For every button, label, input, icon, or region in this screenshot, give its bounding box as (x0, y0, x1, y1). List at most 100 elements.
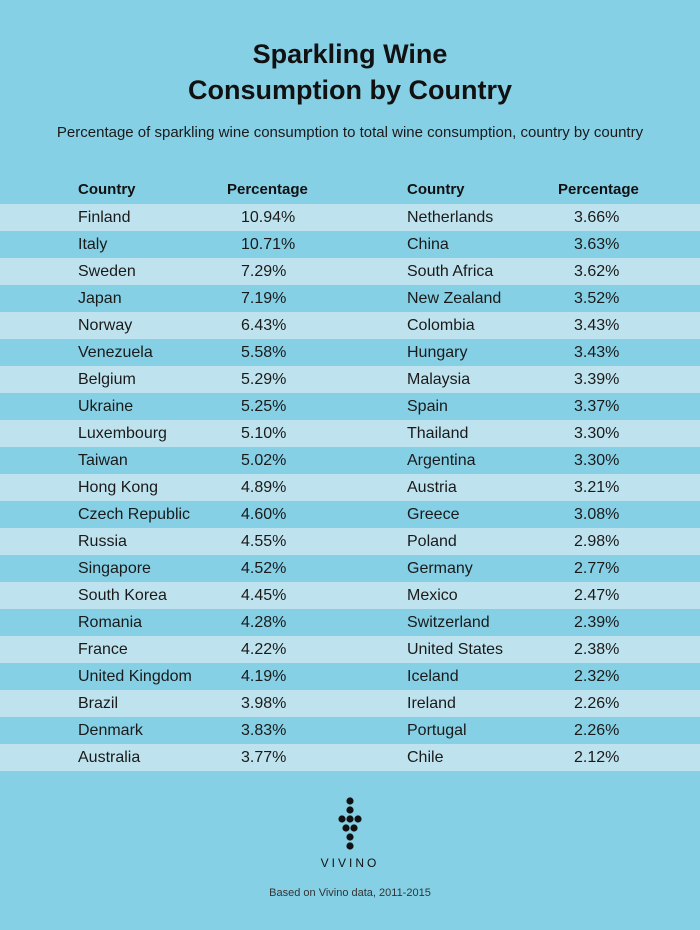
country-left-cell: Singapore (78, 560, 151, 577)
percentage-left-cell: 5.02% (241, 452, 287, 469)
percentage-left-cell: 5.10% (241, 425, 287, 442)
country-right-cell: Poland (407, 533, 457, 550)
country-right-cell: Spain (407, 398, 448, 415)
country-right-cell: Iceland (407, 668, 459, 685)
country-left-cell: Taiwan (78, 452, 128, 469)
grape-cluster-icon (338, 797, 362, 850)
table-row: Japan 7.19% New Zealand 3.52% (0, 285, 700, 312)
table-row: Norway 6.43% Colombia 3.43% (0, 312, 700, 339)
percentage-right-cell: 3.52% (574, 290, 620, 307)
country-left-cell: United Kingdom (78, 668, 192, 685)
percentage-right-cell: 2.26% (574, 722, 620, 739)
table-row: Taiwan 5.02% Argentina 3.30% (0, 447, 700, 474)
percentage-right-cell: 2.38% (574, 641, 620, 658)
percentage-right-cell: 3.30% (574, 452, 620, 469)
country-right-cell: China (407, 236, 449, 253)
country-right-cell: Colombia (407, 317, 475, 334)
percentage-left-cell: 4.22% (241, 641, 287, 658)
percentage-right-cell: 3.43% (574, 344, 620, 361)
country-left-cell: Japan (78, 290, 122, 307)
country-right-cell: Greece (407, 506, 460, 523)
table-row: Australia 3.77% Chile 2.12% (0, 744, 700, 771)
percentage-left-cell: 5.58% (241, 344, 287, 361)
country-right-cell: Netherlands (407, 209, 494, 226)
country-right-cell: Argentina (407, 452, 476, 469)
table-row: France 4.22% United States 2.38% (0, 636, 700, 663)
header-percentage-left: Percentage (227, 181, 308, 198)
table-row: Hong Kong 4.89% Austria 3.21% (0, 474, 700, 501)
percentage-right-cell: 2.39% (574, 614, 620, 631)
title-line-1: Sparkling Wine (252, 39, 448, 69)
table-row: Finland 10.94% Netherlands 3.66% (0, 204, 700, 231)
percentage-right-cell: 2.12% (574, 749, 620, 766)
country-right-cell: Hungary (407, 344, 468, 361)
table-row: Belgium 5.29% Malaysia 3.39% (0, 366, 700, 393)
header-country-right: Country (407, 181, 465, 198)
percentage-right-cell: 3.66% (574, 209, 620, 226)
consumption-table: Country Percentage Country Percentage Fi… (0, 176, 700, 771)
table-row: Venezuela 5.58% Hungary 3.43% (0, 339, 700, 366)
country-left-cell: Norway (78, 317, 133, 334)
header-country-left: Country (78, 181, 136, 198)
country-right-cell: Malaysia (407, 371, 471, 388)
percentage-left-cell: 4.19% (241, 668, 287, 685)
percentage-right-cell: 2.47% (574, 587, 620, 604)
chart-subtitle: Percentage of sparkling wine consumption… (56, 124, 644, 141)
table-row: Czech Republic 4.60% Greece 3.08% (0, 501, 700, 528)
country-right-cell: New Zealand (407, 290, 502, 307)
country-left-cell: Russia (78, 533, 127, 550)
percentage-right-cell: 2.98% (574, 533, 620, 550)
country-left-cell: Australia (78, 749, 141, 766)
table-row: Sweden 7.29% South Africa 3.62% (0, 258, 700, 285)
percentage-left-cell: 10.94% (241, 209, 296, 226)
chart-title: Sparkling Wine Consumption by Country (0, 36, 700, 108)
percentage-left-cell: 5.29% (241, 371, 287, 388)
country-left-cell: Brazil (78, 695, 119, 712)
percentage-left-cell: 4.28% (241, 614, 287, 631)
percentage-left-cell: 5.25% (241, 398, 287, 415)
percentage-left-cell: 4.60% (241, 506, 287, 523)
percentage-right-cell: 2.26% (574, 695, 620, 712)
percentage-left-cell: 4.45% (241, 587, 287, 604)
percentage-right-cell: 3.21% (574, 479, 620, 496)
table-row: Italy 10.71% China 3.63% (0, 231, 700, 258)
header-percentage-right: Percentage (558, 181, 639, 198)
percentage-left-cell: 4.89% (241, 479, 287, 496)
table-row: Ukraine 5.25% Spain 3.37% (0, 393, 700, 420)
country-left-cell: South Korea (78, 587, 167, 604)
country-right-cell: Thailand (407, 425, 469, 442)
table-body: Finland 10.94% Netherlands 3.66% Italy 10.71%… (0, 204, 700, 771)
percentage-left-cell: 3.83% (241, 722, 287, 739)
country-left-cell: Czech Republic (78, 506, 191, 523)
country-left-cell: Romania (78, 614, 143, 631)
table-header: Country Percentage Country Percentage (0, 176, 700, 204)
country-left-cell: Sweden (78, 263, 136, 280)
title-line-2: Consumption by Country (188, 75, 512, 105)
percentage-right-cell: 3.37% (574, 398, 620, 415)
country-left-cell: Luxembourg (78, 425, 167, 442)
country-left-cell: France (78, 641, 128, 658)
country-right-cell: Switzerland (407, 614, 490, 631)
brand-name: VIVINO (320, 856, 380, 870)
percentage-left-cell: 3.77% (241, 749, 287, 766)
percentage-left-cell: 10.71% (241, 236, 296, 253)
percentage-right-cell: 3.43% (574, 317, 620, 334)
percentage-right-cell: 3.08% (574, 506, 620, 523)
percentage-left-cell: 6.43% (241, 317, 287, 334)
country-right-cell: Austria (407, 479, 457, 496)
percentage-left-cell: 7.19% (241, 290, 287, 307)
percentage-right-cell: 3.62% (574, 263, 620, 280)
table-row: Brazil 3.98% Ireland 2.26% (0, 690, 700, 717)
table-row: Denmark 3.83% Portugal 2.26% (0, 717, 700, 744)
country-right-cell: Portugal (407, 722, 467, 739)
percentage-left-cell: 4.55% (241, 533, 287, 550)
percentage-right-cell: 2.77% (574, 560, 620, 577)
percentage-right-cell: 2.32% (574, 668, 620, 685)
country-left-cell: Finland (78, 209, 131, 226)
percentage-left-cell: 3.98% (241, 695, 287, 712)
country-right-cell: Ireland (407, 695, 456, 712)
table-row: United Kingdom 4.19% Iceland 2.32% (0, 663, 700, 690)
country-left-cell: Hong Kong (78, 479, 159, 496)
country-left-cell: Belgium (78, 371, 136, 388)
table-row: Singapore 4.52% Germany 2.77% (0, 555, 700, 582)
